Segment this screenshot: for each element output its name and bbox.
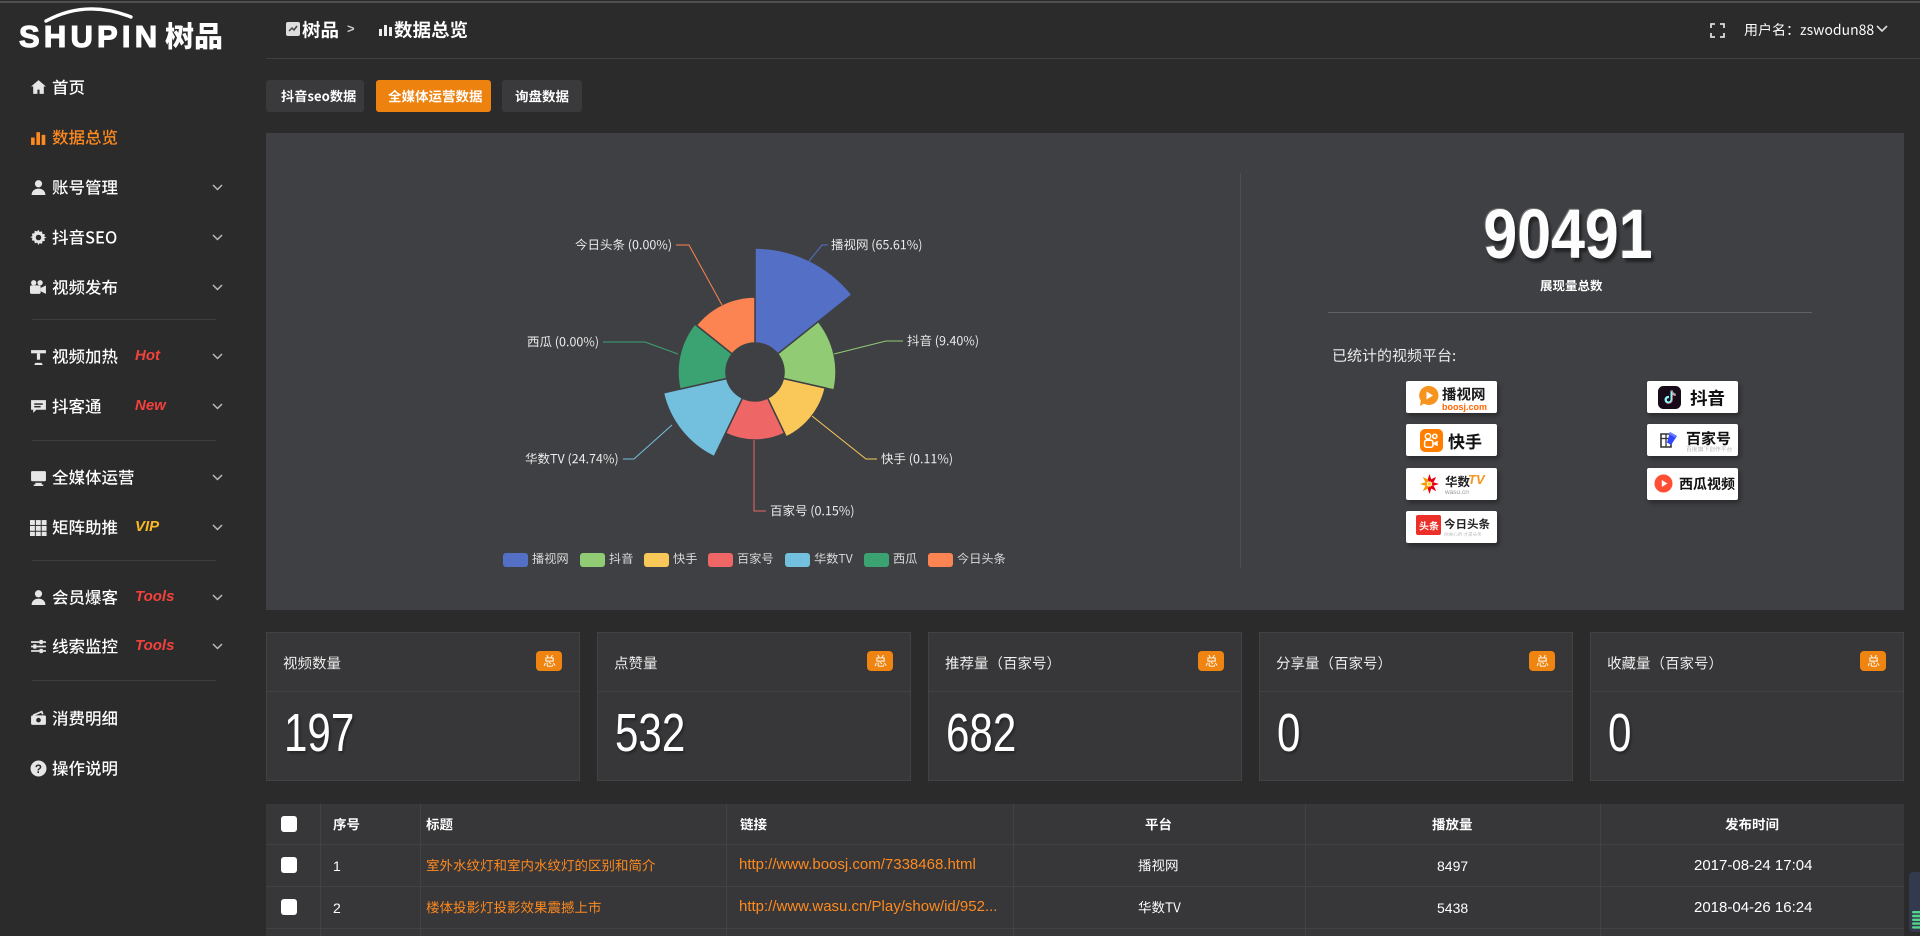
svg-text:?: ? [35,763,42,776]
svg-text:SHUPIN: SHUPIN [19,19,161,52]
